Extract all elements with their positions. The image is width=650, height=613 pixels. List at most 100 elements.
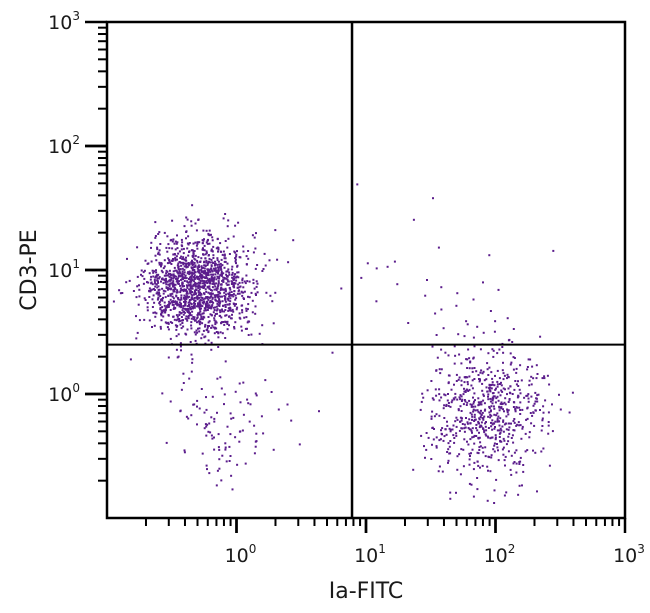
data-point bbox=[195, 229, 198, 232]
data-point bbox=[185, 289, 188, 291]
data-point bbox=[212, 311, 215, 314]
data-point bbox=[194, 284, 197, 286]
data-point bbox=[217, 336, 220, 339]
data-point bbox=[172, 301, 175, 303]
data-point bbox=[456, 455, 459, 458]
data-point bbox=[512, 328, 515, 330]
data-point bbox=[206, 239, 209, 242]
data-point bbox=[216, 308, 219, 311]
data-point bbox=[211, 286, 214, 289]
data-point bbox=[226, 278, 229, 281]
data-point bbox=[226, 284, 229, 286]
data-point bbox=[174, 256, 177, 259]
data-point bbox=[196, 242, 199, 245]
data-point bbox=[435, 446, 438, 449]
data-point bbox=[431, 443, 433, 446]
data-point bbox=[175, 277, 177, 280]
data-point bbox=[194, 254, 197, 257]
data-point bbox=[186, 262, 189, 265]
data-point bbox=[169, 321, 172, 324]
data-point bbox=[478, 431, 480, 434]
data-point bbox=[478, 378, 480, 380]
data-point bbox=[430, 415, 433, 418]
data-point bbox=[218, 467, 221, 470]
data-point bbox=[225, 282, 228, 285]
data-point bbox=[189, 272, 191, 275]
data-point bbox=[489, 389, 492, 392]
data-point bbox=[171, 247, 174, 250]
data-point bbox=[192, 272, 195, 275]
data-point bbox=[498, 432, 501, 435]
data-point bbox=[230, 309, 233, 312]
data-point bbox=[203, 281, 206, 284]
data-point bbox=[464, 389, 467, 392]
data-point bbox=[221, 253, 224, 256]
data-point bbox=[245, 274, 248, 277]
data-point bbox=[234, 273, 237, 276]
data-point bbox=[233, 282, 236, 284]
data-point bbox=[189, 281, 192, 283]
data-point bbox=[502, 361, 504, 364]
data-point bbox=[217, 269, 220, 272]
data-point bbox=[212, 301, 215, 304]
data-point bbox=[444, 394, 447, 397]
data-point bbox=[491, 423, 494, 426]
data-point bbox=[482, 370, 485, 373]
data-point bbox=[490, 456, 493, 459]
data-point bbox=[274, 291, 277, 294]
data-point bbox=[491, 428, 494, 431]
data-point bbox=[203, 244, 206, 247]
data-point bbox=[190, 353, 193, 356]
data-point bbox=[202, 266, 205, 269]
data-point bbox=[202, 287, 205, 289]
data-point bbox=[136, 331, 139, 334]
data-point bbox=[447, 381, 450, 384]
data-point bbox=[534, 400, 537, 403]
data-point bbox=[215, 278, 218, 281]
data-point bbox=[242, 245, 245, 248]
data-point bbox=[211, 303, 214, 306]
data-point bbox=[488, 411, 491, 414]
data-point bbox=[512, 356, 515, 359]
data-point bbox=[166, 250, 169, 253]
data-point bbox=[238, 292, 241, 295]
data-point bbox=[471, 418, 473, 421]
data-point bbox=[541, 425, 544, 427]
data-point bbox=[477, 410, 480, 413]
data-point bbox=[212, 267, 215, 270]
data-point bbox=[183, 311, 186, 314]
data-point bbox=[190, 266, 193, 269]
data-point bbox=[182, 305, 185, 307]
data-point bbox=[186, 247, 189, 250]
data-point bbox=[475, 370, 478, 373]
data-point bbox=[199, 261, 202, 263]
data-point bbox=[393, 260, 396, 263]
data-point bbox=[481, 382, 484, 385]
data-point bbox=[491, 402, 494, 405]
data-point bbox=[161, 271, 164, 274]
data-point bbox=[248, 280, 251, 283]
data-point bbox=[209, 281, 211, 284]
data-point bbox=[455, 425, 458, 428]
data-point bbox=[174, 259, 177, 262]
data-point bbox=[517, 380, 519, 383]
data-point bbox=[156, 277, 159, 280]
data-point bbox=[522, 470, 525, 473]
data-point bbox=[529, 412, 532, 414]
data-point bbox=[172, 253, 175, 256]
data-point bbox=[180, 238, 183, 241]
data-point bbox=[185, 237, 187, 240]
data-point bbox=[496, 417, 499, 420]
data-point bbox=[205, 273, 208, 276]
data-point bbox=[468, 463, 471, 466]
data-point bbox=[188, 299, 191, 301]
data-point bbox=[423, 445, 425, 448]
data-point bbox=[177, 266, 180, 269]
data-point bbox=[461, 398, 464, 401]
data-point bbox=[475, 427, 478, 430]
data-point bbox=[481, 372, 484, 375]
data-point bbox=[220, 283, 223, 286]
data-point bbox=[169, 298, 172, 301]
data-point bbox=[196, 331, 199, 334]
data-point bbox=[197, 266, 200, 269]
